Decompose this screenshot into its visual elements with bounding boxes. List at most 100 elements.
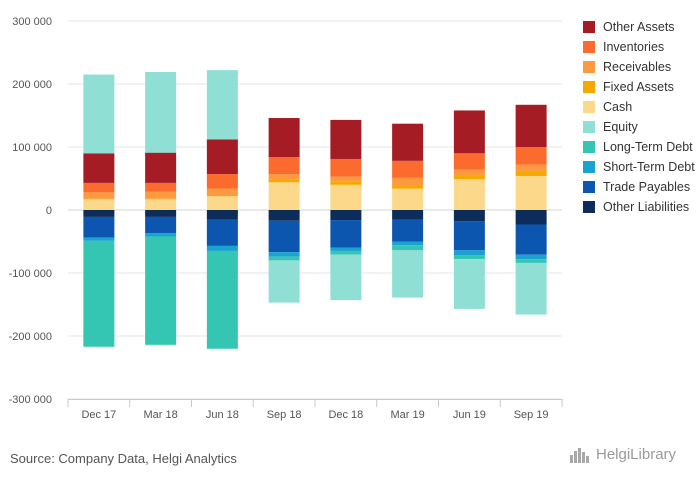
bar-segment-other-liabilities (206, 210, 238, 220)
bar-segment-receivables (268, 174, 300, 180)
bar-segment-trade-payables (330, 220, 362, 248)
bar-segment-receivables (206, 188, 238, 196)
legend-item-equity[interactable]: Equity (583, 117, 695, 137)
bar-segment-equity (206, 348, 238, 350)
legend-item-other-liabilities[interactable]: Other Liabilities (583, 197, 695, 217)
bar-segment-fixed-assets (392, 185, 424, 189)
y-tick-label: 100 000 (12, 142, 52, 154)
bar-segment-long-term-debt (268, 256, 300, 261)
bar-segment-trade-payables (145, 216, 177, 234)
y-tick-label: 200 000 (12, 79, 52, 91)
bar-segment-cash (330, 184, 362, 210)
bar-segment-trade-payables (453, 221, 485, 251)
bar-segment-short-term-debt (145, 233, 177, 237)
bar-segment-short-term-debt (83, 237, 115, 241)
bar-segment-other-assets (453, 110, 485, 154)
y-tick-label: 300 000 (12, 16, 52, 28)
x-tick-label: Jun 18 (206, 409, 239, 421)
bar-segment-fixed-assets (330, 181, 362, 185)
x-tick-label: Sep 18 (267, 409, 302, 421)
bar-segment-inventories (392, 160, 424, 178)
legend-item-short-term-debt[interactable]: Short-Term Debt (583, 157, 695, 177)
legend-item-long-term-debt[interactable]: Long-Term Debt (583, 137, 695, 157)
bar-segment-other-assets (392, 123, 424, 161)
legend-label: Equity (603, 120, 638, 134)
bar-segment-short-term-debt (268, 252, 300, 257)
bar-segment-long-term-debt (330, 250, 362, 255)
bar-segment-short-term-debt (453, 250, 485, 256)
bar-segment-inventories (515, 147, 547, 165)
x-tick-label: Jun 19 (453, 409, 486, 421)
x-tick-label: Dec 18 (328, 409, 363, 421)
bar-segment-equity (206, 70, 238, 140)
legend-item-fixed-assets[interactable]: Fixed Assets (583, 77, 695, 97)
bar-segment-cash (145, 199, 177, 210)
bar-segment-receivables (330, 176, 362, 182)
bar-segment-equity (268, 260, 300, 303)
legend-swatch (583, 141, 595, 153)
legend-label: Other Liabilities (603, 200, 690, 214)
bar-segment-receivables (392, 177, 424, 186)
legend-swatch (583, 41, 595, 53)
bar-segment-equity (145, 344, 177, 346)
bar-segment-other-liabilities (392, 210, 424, 220)
bar-segment-cash (453, 179, 485, 210)
bar-segment-cash (83, 199, 115, 210)
bar-segment-other-assets (268, 118, 300, 158)
legend-label: Inventories (603, 40, 665, 54)
bar-segment-trade-payables (268, 220, 300, 253)
bar-segment-equity (392, 250, 424, 298)
bar-segment-trade-payables (515, 224, 547, 255)
legend-item-trade-payables[interactable]: Trade Payables (583, 177, 695, 197)
bar-segment-equity (330, 254, 362, 301)
bar-segment-inventories (330, 158, 362, 177)
y-tick-label: -200 000 (9, 331, 52, 343)
bar-segment-other-liabilities (453, 210, 485, 222)
bar-segment-other-assets (83, 153, 115, 183)
helgi-library-logo[interactable]: HelgiLibrary (570, 446, 676, 463)
bar-segment-short-term-debt (515, 254, 547, 260)
legend-swatch (583, 101, 595, 113)
x-tick-label: Mar 18 (144, 409, 178, 421)
bar-segment-long-term-debt (83, 240, 115, 347)
bar-segment-other-assets (145, 152, 177, 183)
skyline-icon (570, 448, 589, 463)
y-tick-label: -300 000 (9, 394, 52, 406)
legend-item-other-assets[interactable]: Other Assets (583, 17, 695, 37)
legend-label: Short-Term Debt (603, 160, 695, 174)
bar-segment-receivables (83, 192, 115, 199)
bar-segment-short-term-debt (206, 245, 238, 251)
legend-label: Receivables (603, 60, 672, 74)
bar-segment-inventories (268, 157, 300, 175)
bar-segment-equity (515, 262, 547, 315)
legend-swatch (583, 21, 595, 33)
legend-item-cash[interactable]: Cash (583, 97, 695, 117)
bar-segment-receivables (145, 191, 177, 199)
legend-label: Other Assets (603, 20, 675, 34)
legend-swatch (583, 81, 595, 93)
legend-swatch (583, 61, 595, 73)
bar-segment-other-liabilities (145, 210, 177, 217)
bar-segment-fixed-assets (145, 198, 177, 200)
legend-swatch (583, 121, 595, 133)
source-note: Source: Company Data, Helgi Analytics (10, 451, 237, 466)
bar-segment-receivables (453, 169, 485, 176)
bar-segment-inventories (206, 174, 238, 189)
legend-item-inventories[interactable]: Inventories (583, 37, 695, 57)
bar-segment-long-term-debt (145, 236, 177, 345)
bar-segment-other-liabilities (330, 210, 362, 221)
chart-legend: Other Assets Inventories Receivables Fix… (583, 17, 695, 217)
stacked-bar-chart: -300 000 -200 000 -100 000 0 100 000 200 000 3… (9, 16, 563, 421)
bar-segment-equity (83, 74, 115, 154)
x-tick-label: Dec 17 (81, 409, 116, 421)
bar-segment-long-term-debt (515, 259, 547, 263)
legend-item-receivables[interactable]: Receivables (583, 57, 695, 77)
bar-segment-short-term-debt (392, 241, 424, 246)
bar-segment-other-liabilities (268, 210, 300, 221)
bar-segment-other-liabilities (83, 210, 115, 217)
y-tick-label: 0 (46, 205, 52, 217)
bar-segment-equity (83, 346, 115, 348)
legend-label: Trade Payables (603, 180, 691, 194)
bar-segment-inventories (83, 182, 115, 193)
bar-segment-fixed-assets (268, 179, 300, 183)
